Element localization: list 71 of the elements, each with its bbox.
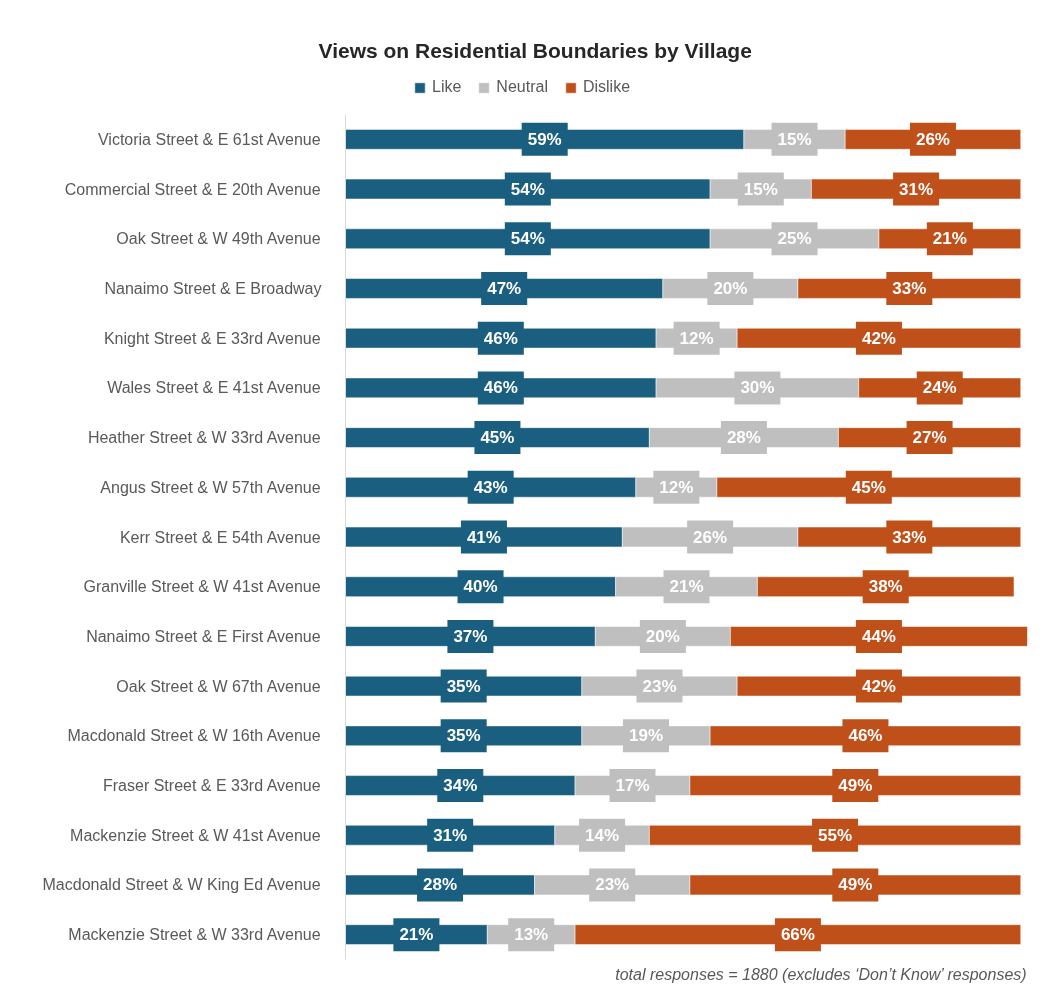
data-label: 46% <box>483 378 518 398</box>
data-label: 42% <box>861 328 896 348</box>
data-label: 17% <box>615 776 650 796</box>
data-label: 66% <box>780 925 815 945</box>
data-label: 49% <box>838 776 873 796</box>
data-label: 59% <box>527 129 562 149</box>
data-label: 33% <box>892 278 927 298</box>
data-label: 45% <box>480 428 515 448</box>
data-label: 28% <box>423 875 458 895</box>
y-tick-label: Oak Street & W 49th Avenue <box>116 230 321 248</box>
data-label: 26% <box>915 129 950 149</box>
data-label: 31% <box>433 825 468 845</box>
y-tick-label: Granville Street & W 41st Avenue <box>83 578 321 596</box>
text: total responses = 1880 (excludes ‘Don’t Know’ responses) <box>615 965 1027 983</box>
data-label: 13% <box>514 925 549 945</box>
legend-label: Dislike <box>582 78 631 96</box>
data-label: 34% <box>443 776 478 796</box>
y-tick-label: Wales Street & E 41st Avenue <box>107 379 321 397</box>
data-label: 44% <box>861 626 896 646</box>
y-tick-label: Heather Street & W 33rd Avenue <box>87 429 321 447</box>
y-tick-label: Nanaimo Street & E Broadway <box>104 279 322 297</box>
data-label: 15% <box>743 179 778 199</box>
data-label: 33% <box>892 527 927 547</box>
data-label: 28% <box>726 428 761 448</box>
data-label: 54% <box>510 179 545 199</box>
data-label: 21% <box>669 577 704 597</box>
data-label: 35% <box>446 676 481 696</box>
y-tick-label: Kerr Street & E 54th Avenue <box>119 528 321 546</box>
data-label: 49% <box>838 875 873 895</box>
data-label: 24% <box>922 378 957 398</box>
data-label: 46% <box>483 328 518 348</box>
data-label: 25% <box>777 229 812 249</box>
y-tick-label: Macdonald Street & W King Ed Avenue <box>42 876 321 894</box>
data-label: 26% <box>693 527 728 547</box>
data-label: 31% <box>899 179 934 199</box>
data-label: 41% <box>466 527 501 547</box>
data-label: 14% <box>585 825 620 845</box>
data-label: 21% <box>932 229 967 249</box>
chart-title: Views on Residential Boundaries by Village <box>318 38 752 62</box>
y-tick-label: Macdonald Street & W 16th Avenue <box>67 727 321 745</box>
data-label: 19% <box>628 726 663 746</box>
data-label: 20% <box>645 626 680 646</box>
data-label: 23% <box>595 875 630 895</box>
y-tick-label: Oak Street & W 67th Avenue <box>116 677 321 695</box>
data-label: 54% <box>510 229 545 249</box>
data-label: 37% <box>453 626 488 646</box>
data-label: 20% <box>713 278 748 298</box>
data-label: 27% <box>912 428 947 448</box>
legend-label: Neutral <box>496 78 548 96</box>
data-label: 47% <box>487 278 522 298</box>
y-tick-label: Commercial Street & E 20th Avenue <box>64 180 321 198</box>
data-label: 46% <box>848 726 883 746</box>
data-label: 40% <box>463 577 498 597</box>
data-label: 42% <box>861 676 896 696</box>
data-label: 43% <box>473 477 508 497</box>
y-tick-label: Mackenzie Street & W 41st Avenue <box>70 826 321 844</box>
data-label: 23% <box>642 676 677 696</box>
y-tick-label: Victoria Street & E 61st Avenue <box>97 130 321 148</box>
data-label: 45% <box>851 477 886 497</box>
y-tick-label: Mackenzie Street & W 33rd Avenue <box>68 926 321 944</box>
data-label: 15% <box>777 129 812 149</box>
y-tick-label: Fraser Street & E 33rd Avenue <box>103 777 321 795</box>
data-label: 38% <box>868 577 903 597</box>
y-tick-label: Knight Street & E 33rd Avenue <box>103 329 321 347</box>
data-label: 30% <box>740 378 775 398</box>
data-label: 55% <box>818 825 853 845</box>
data-label: 21% <box>399 925 434 945</box>
y-tick-label: Nanaimo Street & E First Avenue <box>86 627 321 645</box>
y-tick-label: Angus Street & W 57th Avenue <box>100 478 321 496</box>
legend-label: Like <box>432 78 462 96</box>
data-label: 35% <box>446 726 481 746</box>
